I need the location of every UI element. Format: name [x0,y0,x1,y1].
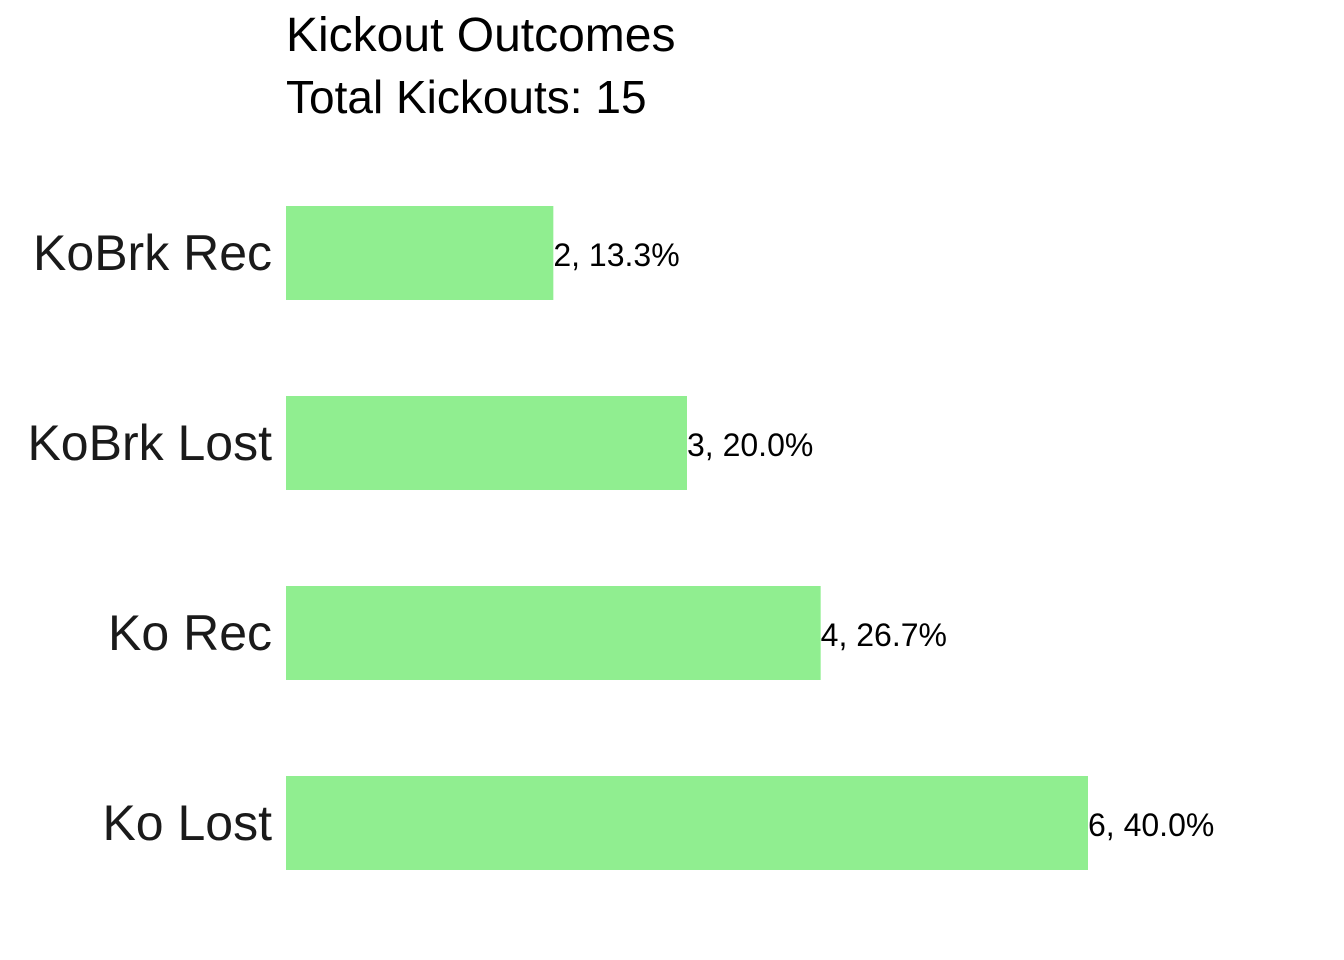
chart-subtitle: Total Kickouts: 15 [286,71,647,123]
data-label-ko-rec: 4, 26.7% [821,617,947,653]
bar-ko-lost [286,776,1088,870]
bar-kobrk-lost [286,396,687,490]
category-label-ko-lost: Ko Lost [102,795,272,851]
bar-kobrk-rec [286,206,554,300]
bar-ko-rec [286,586,821,680]
chart-title: Kickout Outcomes [286,9,676,62]
data-label-ko-lost: 6, 40.0% [1088,807,1214,843]
category-label-ko-rec: Ko Rec [108,605,272,661]
data-label-kobrk-lost: 3, 20.0% [687,427,813,463]
category-label-kobrk-rec: KoBrk Rec [33,225,272,281]
category-label-kobrk-lost: KoBrk Lost [27,415,272,471]
data-label-kobrk-rec: 2, 13.3% [553,237,679,273]
